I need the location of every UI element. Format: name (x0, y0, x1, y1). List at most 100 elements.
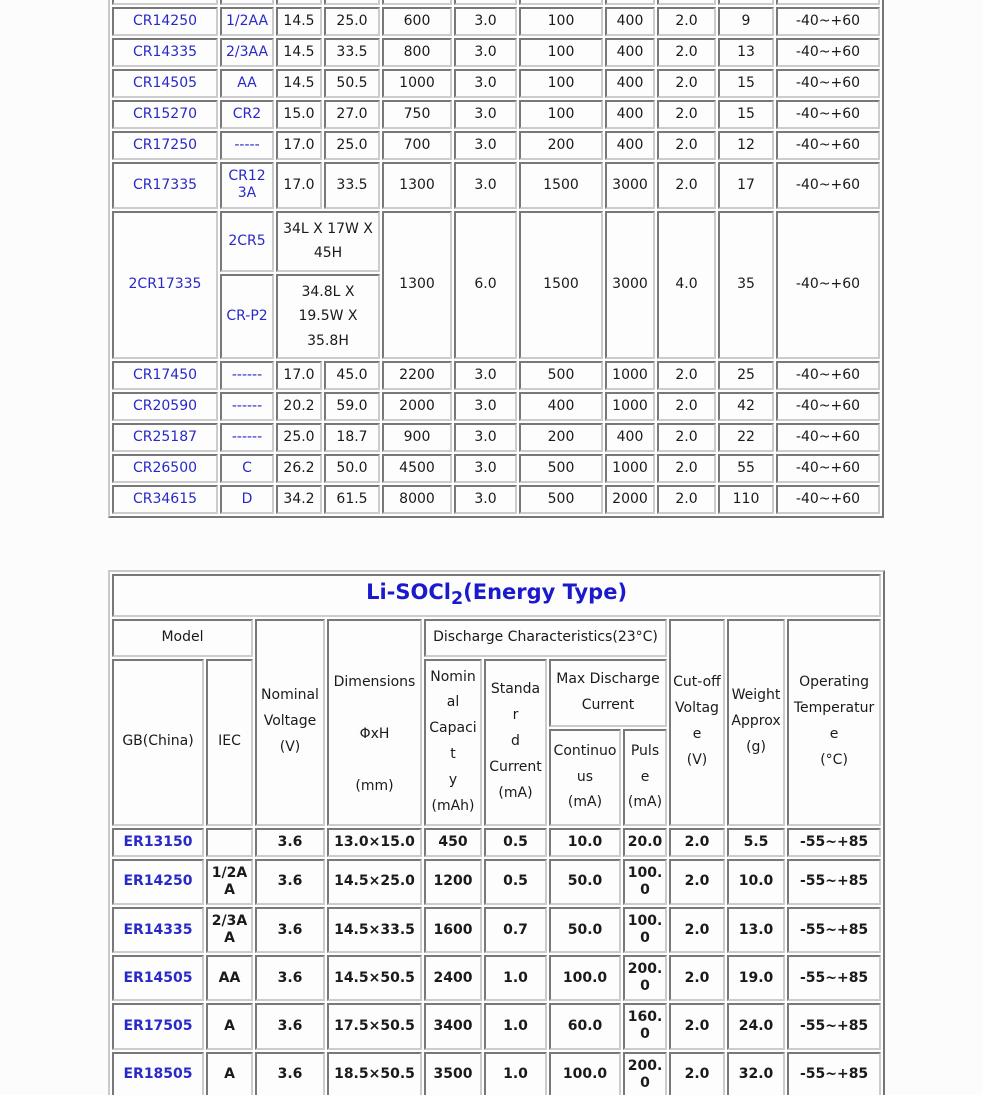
height-mm-value: 50.5 (324, 69, 380, 99)
iec-code-link[interactable]: ------ (220, 361, 274, 391)
table-row: ER14335 2/3AA 3.6 14.5×33.5 1600 0.7 50.0 100.0… (112, 907, 882, 954)
table-title: Li-SOCl2(Energy Type) (112, 574, 882, 617)
pulse-current-value: 200.0 (623, 955, 667, 1002)
model-link[interactable]: ER14250 (112, 858, 204, 906)
table-row: 2CR17335 2CR5 34L X 17W X 45H 1300 6.0 1… (112, 210, 880, 360)
weight-value: 15 (718, 69, 774, 99)
weight-value: 22 (718, 423, 774, 453)
model-link[interactable]: CR25187 (112, 423, 218, 453)
er-header-rowgroup: Model Nominal Voltage (V) Dimensions ΦxH… (112, 618, 882, 826)
operating-temp-value: -40~+60 (776, 100, 880, 130)
height-mm-value: 50.0 (324, 454, 380, 484)
model-link[interactable]: CR17450 (112, 361, 218, 391)
operating-temp-value: -40~+60 (776, 361, 880, 391)
weight-value: 13.0 (727, 907, 785, 954)
weight-value: 110 (718, 485, 774, 515)
model-link[interactable]: CR14335 (112, 38, 218, 68)
model-link[interactable]: CR20590 (112, 392, 218, 422)
pulse-current-value: 400 (605, 7, 655, 37)
iec-code-link[interactable]: C (220, 454, 274, 484)
weight-value: 17 (718, 162, 774, 209)
model-link[interactable]: ER14505 (112, 955, 204, 1002)
height-mm-value: 61.5 (324, 485, 380, 515)
iec-size-value: A (206, 1051, 253, 1095)
model-link[interactable]: CR17335 (112, 162, 218, 209)
iec-code-link[interactable]: 1/2AA (220, 7, 274, 37)
iec-code-link[interactable]: AA (220, 69, 274, 99)
height-mm-value: 25.0 (324, 131, 380, 161)
model-link[interactable]: CR14505 (112, 69, 218, 99)
standard-current-value: 0.5 (484, 827, 547, 857)
nominal-capacity-value: 8000 (382, 485, 452, 515)
nominal-capacity-value: 750 (382, 100, 452, 130)
table-row: CR-P2 34.8L X 19.5W X 35.8H (112, 273, 880, 360)
cutoff-voltage-value: 2.0 (657, 162, 716, 209)
model-link[interactable]: CR15270 (112, 100, 218, 130)
model-link[interactable]: CR17250 (112, 131, 218, 161)
pulse-current-value: 1000 (605, 454, 655, 484)
continuous-current-value: 500 (519, 454, 603, 484)
standard-current-value: 1.0 (484, 1051, 547, 1095)
model-link[interactable]: CR26500 (112, 454, 218, 484)
operating-temp-value: -55~+85 (787, 1051, 882, 1095)
cropped-cell (605, 0, 655, 5)
nominal-capacity-value: 3400 (424, 1003, 482, 1050)
operating-temp-value: -40~+60 (776, 38, 880, 68)
operating-temp-value: -40~+60 (776, 423, 880, 453)
table-row: CR17450 ------ 17.0 45.0 2200 3.0 500 1000 2.0 25… (112, 361, 880, 391)
cropped-cell (276, 0, 322, 5)
iec-code-link[interactable]: 2/3AA (220, 38, 274, 68)
height-mm-value: 18.7 (324, 423, 380, 453)
weight-value: 24.0 (727, 1003, 785, 1050)
nominal-capacity-value: 1600 (424, 907, 482, 954)
table-row: CR25187 ------ 25.0 18.7 900 3.0 200 400 2.0 22 -4… (112, 423, 880, 453)
cropped-previous-row (112, 0, 880, 5)
standard-current-value: 1.0 (484, 1003, 547, 1050)
title-subscript: 2 (450, 589, 464, 610)
iec-code-link[interactable]: CR2 (220, 100, 274, 130)
model-link[interactable]: ER17505 (112, 1003, 204, 1050)
col-group-model: Model (112, 618, 253, 657)
cutoff-voltage-value: 2.0 (669, 1051, 725, 1095)
diameter-mm-value: 26.2 (276, 454, 322, 484)
col-header-pulse: Pulse (mA) (623, 729, 667, 826)
cropped-cell (718, 0, 774, 5)
nominal-voltage-value: 3.0 (454, 162, 517, 209)
model-link[interactable]: ER13150 (112, 827, 204, 857)
weight-value: 25 (718, 361, 774, 391)
continuous-current-value: 100 (519, 7, 603, 37)
cutoff-voltage-value: 2.0 (657, 131, 716, 161)
nominal-capacity-value: 700 (382, 131, 452, 161)
table-row: ER17505 A 3.6 17.5×50.5 3400 1.0 60.0 160.0 2.0 2… (112, 1003, 882, 1050)
iec-code-link[interactable]: CR-P2 (220, 273, 274, 360)
iec-code-link[interactable]: D (220, 485, 274, 515)
cutoff-voltage-value: 2.0 (669, 827, 725, 857)
table-title-row: Li-SOCl2(Energy Type) (112, 574, 882, 617)
nominal-voltage-value: 3.0 (454, 392, 517, 422)
model-link[interactable]: 2CR17335 (112, 210, 218, 360)
table-row: CR20590 ------ 20.2 59.0 2000 3.0 400 1000 2.0 42… (112, 392, 880, 422)
title-text-post: (Energy Type) (463, 580, 628, 605)
weight-value: 15 (718, 100, 774, 130)
standard-current-value: 0.7 (484, 907, 547, 954)
nominal-capacity-value: 1200 (424, 858, 482, 906)
nominal-capacity-value: 2400 (424, 955, 482, 1002)
model-link[interactable]: ER14335 (112, 907, 204, 954)
nominal-voltage-value: 6.0 (454, 210, 517, 360)
tables-gap (108, 518, 885, 570)
height-mm-value: 45.0 (324, 361, 380, 391)
model-link[interactable]: CR14250 (112, 7, 218, 37)
iec-code-link[interactable]: 2CR5 (220, 210, 274, 272)
col-header-continuous: Continuo us (mA) (549, 729, 621, 826)
diameter-mm-value: 14.5 (276, 38, 322, 68)
model-link[interactable]: CR34615 (112, 485, 218, 515)
height-mm-value: 59.0 (324, 392, 380, 422)
col-header-nominal-capacity: Nominal Capacit y (mAh) (424, 658, 482, 826)
iec-code-link[interactable]: ----- (220, 131, 274, 161)
model-link[interactable]: ER18505 (112, 1051, 204, 1095)
iec-code-link[interactable]: CR123A (220, 162, 274, 209)
col-header-operating-temp: Operating Temperatur e (°C) (787, 618, 882, 826)
iec-code-link[interactable]: ------ (220, 423, 274, 453)
iec-code-link[interactable]: ------ (220, 392, 274, 422)
operating-temp-value: -40~+60 (776, 162, 880, 209)
